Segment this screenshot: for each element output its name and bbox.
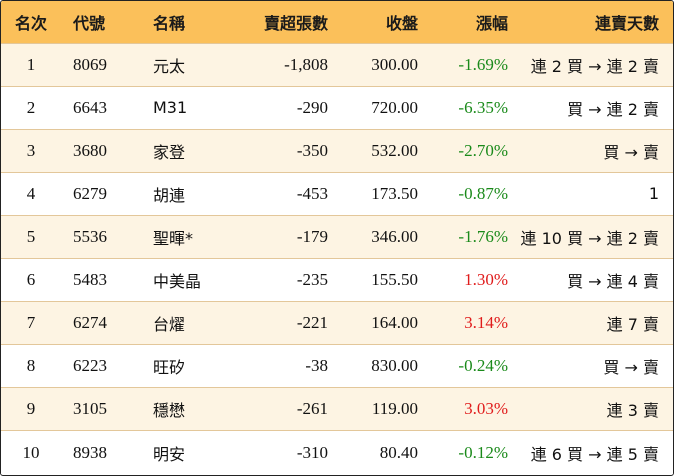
cell-close: 532.00: [371, 140, 418, 160]
cell-name: 家登: [153, 142, 186, 162]
cell-streak: 買 → 賣: [603, 142, 659, 162]
cell-rank: 3: [26, 140, 36, 160]
cell-streak: 買 → 賣: [603, 358, 659, 378]
header-streak: 連賣天數: [594, 13, 659, 33]
table-row: 2 6643 M31 -290 720.00 -6.35% 買 → 連 2 賣: [1, 86, 673, 130]
cell-code: 8938: [73, 442, 107, 462]
table-row: 4 6279 胡連 -453 173.50 -0.87% 1: [1, 172, 673, 216]
table-body: 1 8069 元太 -1,808 300.00 -1.69% 連 2 買 → 連…: [1, 43, 673, 474]
cell-name: 聖暉*: [153, 228, 194, 248]
cell-streak: 連 3 賣: [606, 401, 659, 421]
cell-code: 6274: [73, 313, 107, 333]
cell-close: 720.00: [371, 97, 418, 117]
table-row: 10 8938 明安 -310 80.40 -0.12% 連 6 買 → 連 5…: [1, 430, 673, 474]
cell-change: -6.35%: [458, 97, 508, 117]
cell-rank: 6: [26, 270, 36, 290]
cell-rank: 10: [22, 442, 40, 462]
header-change: 漲幅: [475, 13, 508, 33]
cell-net-sell: -310: [296, 442, 328, 462]
cell-name: 胡連: [153, 185, 186, 205]
cell-code: 6279: [73, 183, 107, 203]
cell-streak: 買 → 連 4 賣: [567, 272, 659, 292]
header-rank: 名次: [14, 13, 47, 33]
cell-streak: 1: [648, 184, 659, 204]
cell-code: 8069: [73, 54, 107, 74]
cell-change: -0.24%: [458, 356, 508, 376]
header-code: 代號: [73, 13, 106, 33]
table-row: 1 8069 元太 -1,808 300.00 -1.69% 連 2 買 → 連…: [1, 43, 673, 87]
cell-code: 3680: [73, 140, 107, 160]
cell-net-sell: -38: [305, 356, 328, 376]
cell-net-sell: -453: [296, 183, 328, 203]
cell-name: 旺矽: [153, 358, 186, 378]
cell-change: -1.69%: [458, 54, 508, 74]
cell-code: 5536: [73, 226, 107, 246]
table-header: 名次 代號 名稱 賣超張數 收盤 漲幅 連賣天數: [1, 1, 673, 43]
cell-close: 173.50: [371, 183, 418, 203]
cell-close: 346.00: [371, 226, 418, 246]
cell-name: 穩懋: [153, 401, 186, 421]
cell-change: -1.76%: [458, 226, 508, 246]
cell-rank: 7: [26, 313, 36, 333]
cell-change: 1.30%: [464, 270, 508, 290]
cell-net-sell: -290: [296, 97, 328, 117]
cell-name: 元太: [153, 56, 186, 76]
cell-streak: 買 → 連 2 賣: [567, 99, 659, 119]
header-close: 收盤: [385, 13, 418, 33]
cell-streak: 連 7 賣: [606, 315, 659, 335]
cell-rank: 5: [26, 226, 36, 246]
cell-name: M31: [153, 98, 188, 118]
cell-code: 6223: [73, 356, 107, 376]
table-row: 5 5536 聖暉* -179 346.00 -1.76% 連 10 買 → 連…: [1, 215, 673, 259]
header-row: 名次 代號 名稱 賣超張數 收盤 漲幅 連賣天數: [1, 1, 673, 43]
table-row: 8 6223 旺矽 -38 830.00 -0.24% 買 → 賣: [1, 344, 673, 388]
cell-net-sell: -235: [296, 270, 328, 290]
cell-name: 明安: [153, 444, 186, 464]
cell-rank: 4: [26, 183, 36, 203]
cell-close: 155.50: [371, 270, 418, 290]
cell-net-sell: -1,808: [284, 54, 328, 74]
cell-streak: 連 10 買 → 連 2 賣: [520, 228, 659, 248]
cell-net-sell: -179: [296, 226, 328, 246]
cell-close: 300.00: [371, 54, 418, 74]
cell-name: 台燿: [153, 315, 186, 335]
cell-close: 164.00: [371, 313, 418, 333]
cell-net-sell: -261: [296, 399, 328, 419]
cell-close: 830.00: [371, 356, 418, 376]
cell-code: 6643: [73, 97, 107, 117]
header-net-sell: 賣超張數: [263, 13, 328, 33]
cell-close: 80.40: [379, 442, 418, 462]
cell-change: -0.87%: [458, 183, 508, 203]
cell-change: -2.70%: [458, 140, 508, 160]
cell-net-sell: -350: [296, 140, 328, 160]
cell-rank: 8: [26, 356, 36, 376]
cell-code: 5483: [73, 270, 107, 290]
cell-close: 119.00: [371, 399, 418, 419]
cell-code: 3105: [73, 399, 107, 419]
table-row: 3 3680 家登 -350 532.00 -2.70% 買 → 賣: [1, 129, 673, 173]
cell-change: -0.12%: [458, 442, 508, 462]
cell-rank: 2: [26, 97, 36, 117]
cell-net-sell: -221: [296, 313, 328, 333]
header-name: 名稱: [153, 13, 186, 33]
cell-streak: 連 2 買 → 連 2 賣: [530, 56, 659, 76]
table-row: 9 3105 穩懋 -261 119.00 3.03% 連 3 賣: [1, 387, 673, 431]
cell-change: 3.03%: [464, 399, 508, 419]
table-row: 7 6274 台燿 -221 164.00 3.14% 連 7 賣: [1, 301, 673, 345]
cell-streak: 連 6 買 → 連 5 賣: [530, 444, 659, 464]
cell-rank: 1: [26, 54, 36, 74]
cell-change: 3.14%: [464, 313, 508, 333]
cell-rank: 9: [26, 399, 36, 419]
table-row: 6 5483 中美晶 -235 155.50 1.30% 買 → 連 4 賣: [1, 258, 673, 302]
cell-name: 中美晶: [153, 272, 202, 292]
